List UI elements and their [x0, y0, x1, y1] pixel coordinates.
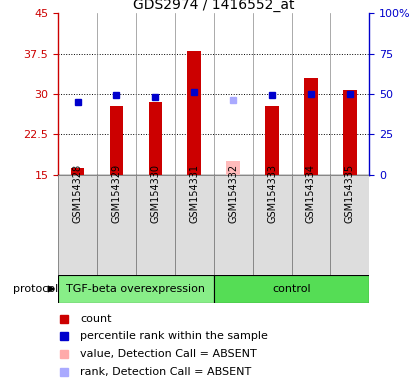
Text: control: control [272, 284, 311, 294]
Text: GSM154331: GSM154331 [189, 164, 199, 223]
Bar [71, 168, 84, 175]
Text: GSM154330: GSM154330 [150, 164, 160, 223]
Bar [149, 102, 162, 175]
Text: protocol: protocol [13, 284, 58, 294]
Bar [343, 90, 357, 175]
FancyBboxPatch shape [330, 175, 369, 275]
FancyBboxPatch shape [136, 175, 175, 275]
FancyBboxPatch shape [58, 275, 214, 303]
Text: GSM154334: GSM154334 [306, 164, 316, 223]
Text: count: count [80, 314, 111, 324]
Bar [226, 161, 240, 175]
FancyBboxPatch shape [175, 175, 214, 275]
Bar [110, 106, 123, 175]
FancyBboxPatch shape [58, 175, 97, 275]
FancyBboxPatch shape [214, 175, 253, 275]
Text: GSM154335: GSM154335 [345, 164, 355, 223]
Title: GDS2974 / 1416552_at: GDS2974 / 1416552_at [133, 0, 295, 12]
Text: percentile rank within the sample: percentile rank within the sample [80, 331, 268, 341]
Text: TGF-beta overexpression: TGF-beta overexpression [66, 284, 205, 294]
Bar [188, 51, 201, 175]
Text: GSM154329: GSM154329 [112, 164, 122, 223]
Text: GSM154328: GSM154328 [73, 164, 83, 223]
Bar [265, 106, 279, 175]
FancyBboxPatch shape [214, 275, 369, 303]
Text: rank, Detection Call = ABSENT: rank, Detection Call = ABSENT [80, 367, 251, 377]
FancyBboxPatch shape [291, 175, 330, 275]
Text: GSM154333: GSM154333 [267, 164, 277, 223]
Text: value, Detection Call = ABSENT: value, Detection Call = ABSENT [80, 349, 256, 359]
FancyBboxPatch shape [253, 175, 291, 275]
Bar [304, 78, 318, 175]
FancyBboxPatch shape [97, 175, 136, 275]
Text: GSM154332: GSM154332 [228, 164, 238, 223]
